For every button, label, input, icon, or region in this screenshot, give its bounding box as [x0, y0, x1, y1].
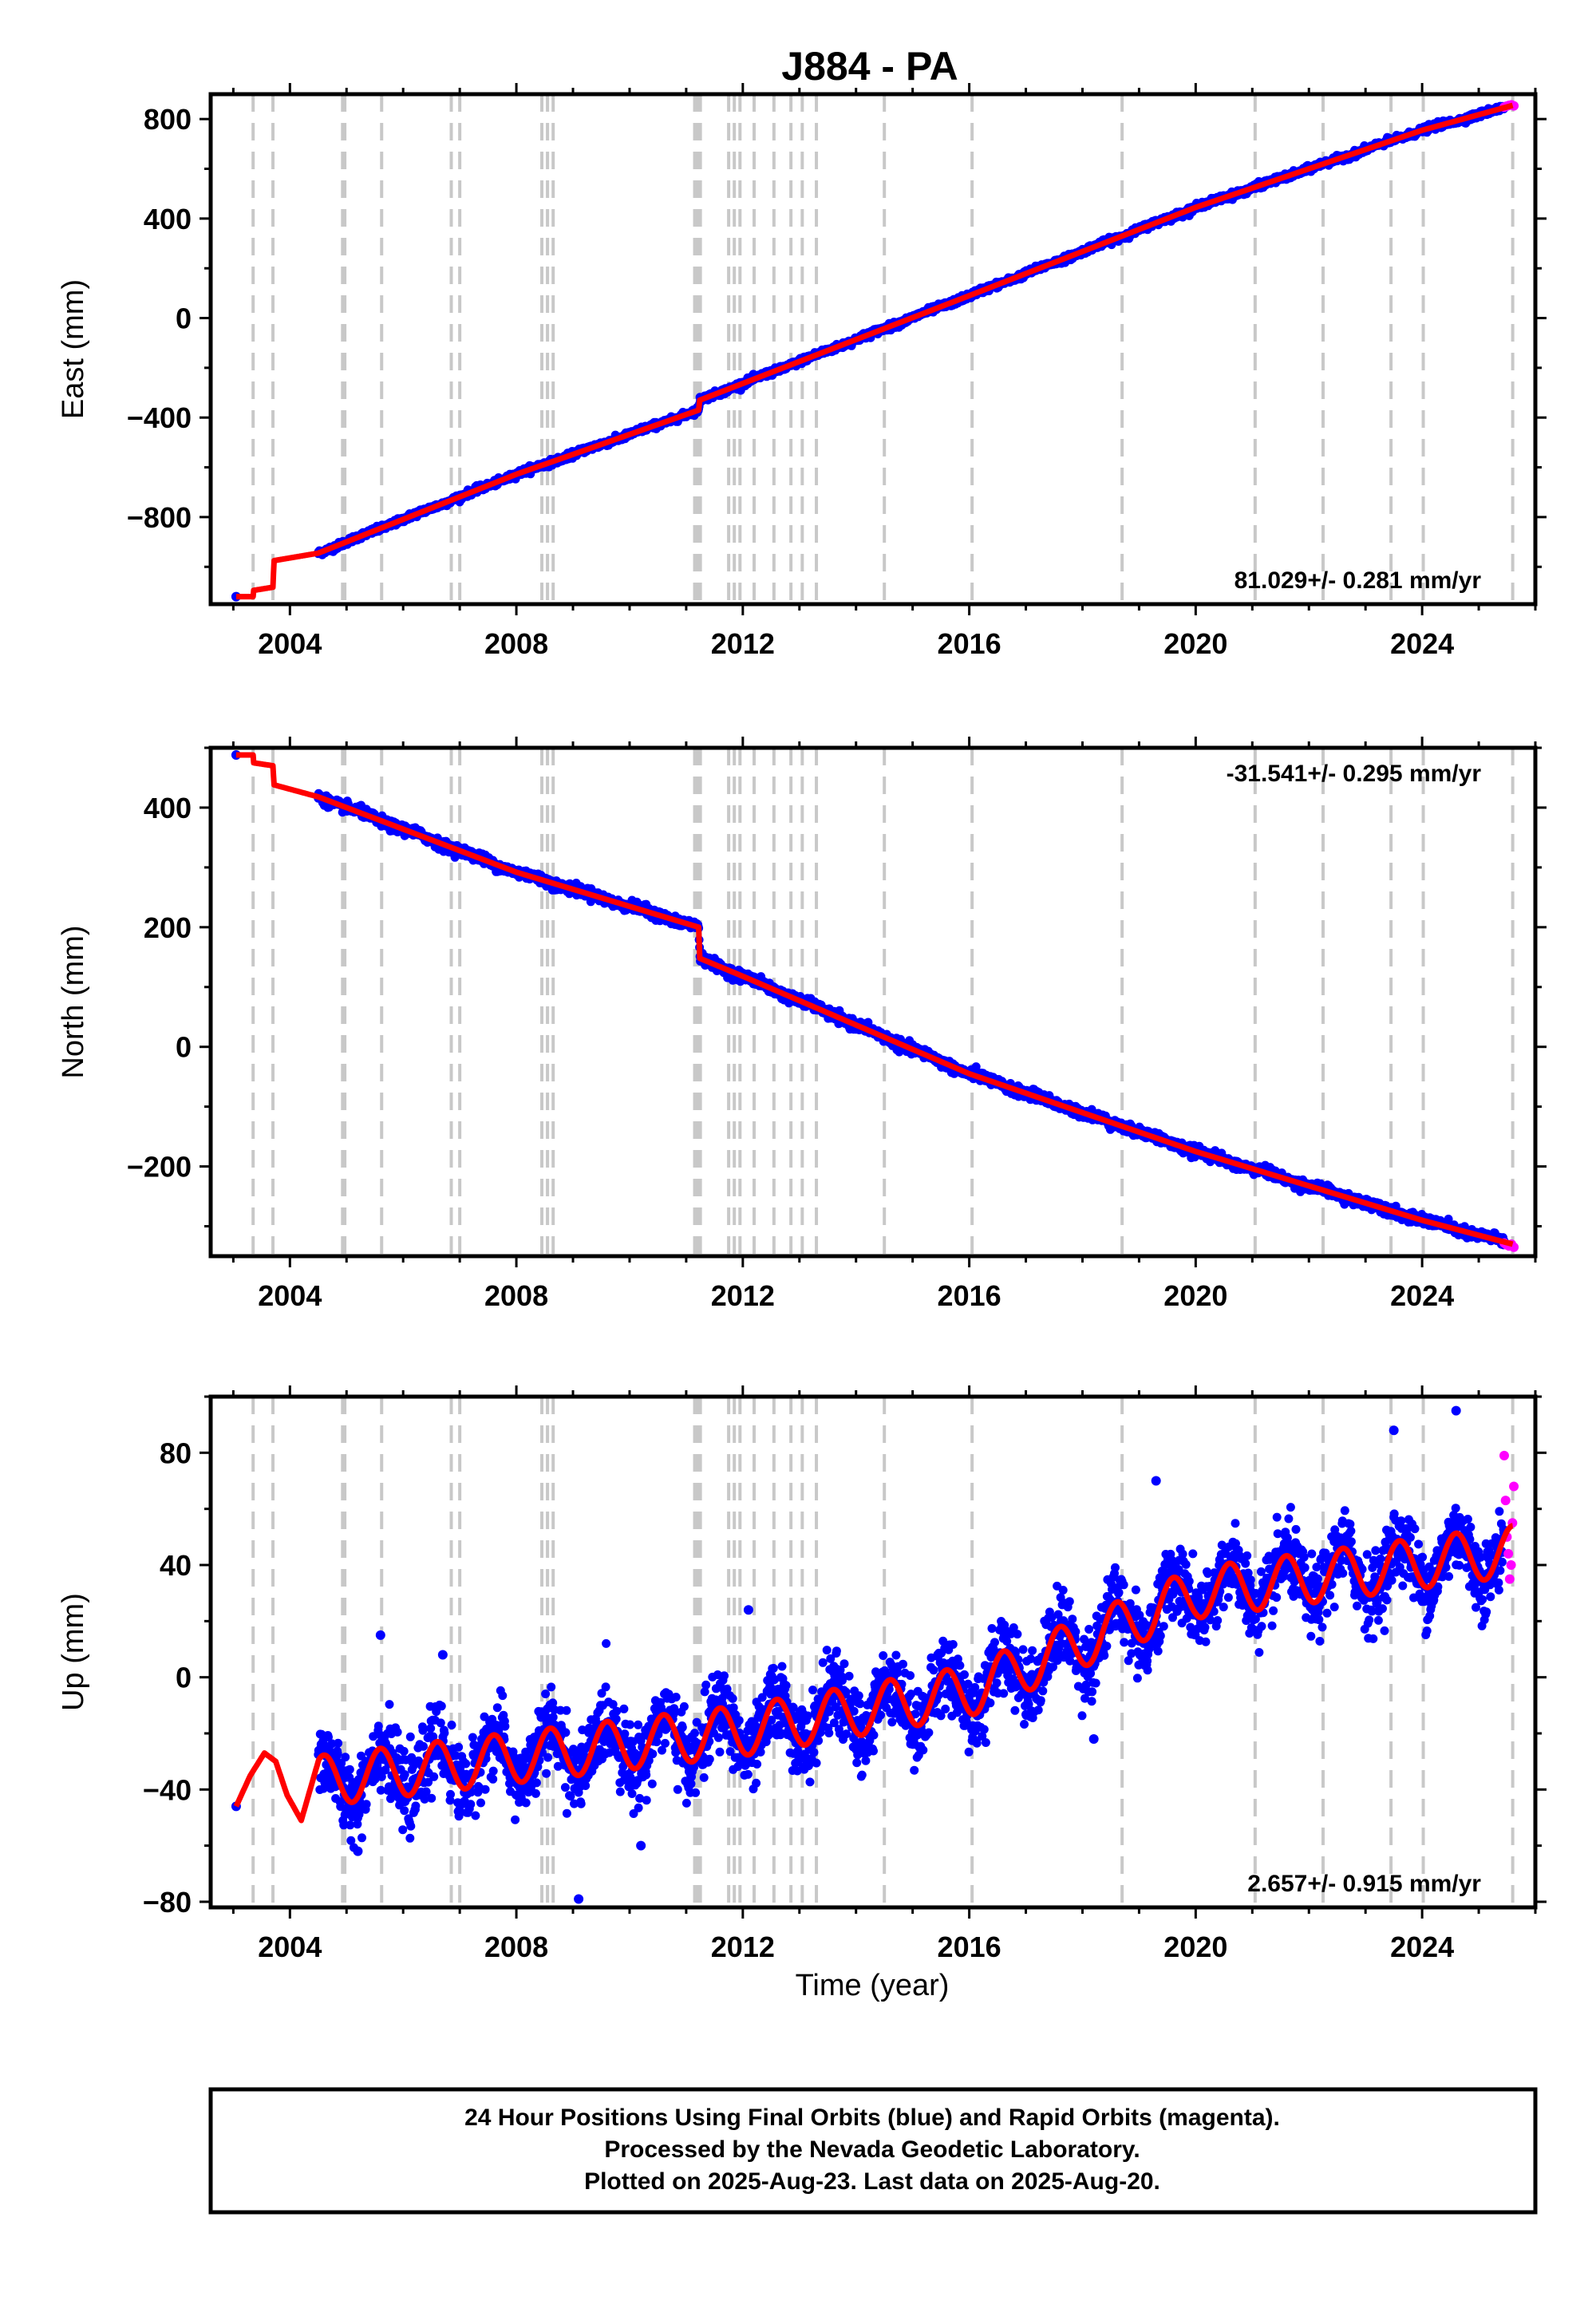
y-axis-label: North (mm) — [57, 925, 90, 1078]
x-tick-label: 2008 — [484, 1279, 548, 1312]
final-orbit-outlier — [574, 1894, 584, 1904]
y-tick-label: 200 — [144, 911, 192, 944]
x-tick-label: 2016 — [938, 1931, 1001, 1963]
final-orbit-points — [314, 101, 1509, 559]
plot-frame — [208, 1394, 1538, 1910]
y-tick-label: 0 — [176, 302, 192, 335]
plot-frame — [208, 745, 1538, 1259]
y-tick-label: −800 — [127, 501, 192, 534]
velocity-label: -31.541+/- 0.295 mm/yr — [1227, 761, 1482, 787]
x-tick-label: 2008 — [484, 1931, 548, 1963]
final-orbit-outlier — [1451, 1405, 1461, 1416]
rapid-orbit-point — [1504, 1574, 1515, 1584]
footer-line-2: Processed by the Nevada Geodetic Laborat… — [604, 2136, 1140, 2163]
x-tick-label: 2012 — [711, 1279, 775, 1312]
x-tick-label: 2024 — [1390, 1931, 1454, 1963]
x-tick-label: 2004 — [258, 1279, 322, 1312]
plot-area — [231, 94, 1519, 604]
rapid-orbit-point — [1509, 1481, 1519, 1492]
y-tick-label: 800 — [144, 103, 192, 136]
final-orbit-outlier — [1088, 1734, 1099, 1745]
final-orbit-outlier — [353, 1846, 363, 1856]
rapid-orbit-point — [1503, 1548, 1514, 1559]
final-orbit-outlier — [1389, 1425, 1399, 1436]
final-orbit-outlier — [437, 1650, 448, 1660]
x-tick-label: 2004 — [258, 627, 322, 660]
model-line — [234, 752, 1515, 1247]
footer-line-3: Plotted on 2025-Aug-23. Last data on 202… — [584, 2168, 1160, 2195]
y-tick-label: 0 — [176, 1031, 192, 1064]
y-tick-label: −200 — [127, 1151, 192, 1184]
x-tick-label: 2012 — [711, 627, 775, 660]
final-orbit-outlier — [636, 1840, 646, 1851]
y-tick-label: 0 — [176, 1662, 192, 1694]
model-line — [233, 1523, 1515, 1824]
x-tick-label: 2004 — [258, 1931, 322, 1963]
y-axis-label: East (mm) — [57, 279, 90, 419]
x-tick-label: 2020 — [1163, 1931, 1227, 1963]
x-tick-label: 2012 — [711, 1931, 775, 1963]
final-orbit-points — [314, 788, 1509, 1250]
velocity-label: 2.657+/- 0.915 mm/yr — [1247, 1871, 1481, 1897]
y-tick-label: −80 — [143, 1886, 192, 1919]
east-panel: 2004 2008 2012 2016 2020 2024 −800 −400 0 400 800 E… — [57, 83, 1547, 660]
final-orbit-outlier — [743, 1605, 753, 1615]
plot-area — [231, 1397, 1519, 1907]
x-tick-label: 2016 — [938, 627, 1001, 660]
x-axis-label: Time (year) — [796, 1969, 950, 2002]
x-tick-label: 2024 — [1390, 1279, 1454, 1312]
y-axis-label: Up (mm) — [57, 1593, 90, 1711]
x-tick-label: 2008 — [484, 627, 548, 660]
up-panel: 2004 2008 2012 2016 2020 2024 −80 −40 0 40 80 Up (m… — [57, 1385, 1547, 1963]
y-tick-label: −400 — [127, 401, 192, 434]
footer-box: 24 Hour Positions Using Final Orbits (bl… — [208, 2087, 1538, 2215]
x-tick-label: 2020 — [1163, 1279, 1227, 1312]
x-tick-label: 2016 — [938, 1279, 1001, 1312]
y-tick-label: 40 — [160, 1549, 192, 1582]
x-tick-label: 2020 — [1163, 627, 1227, 660]
plot-area — [231, 748, 1519, 1256]
final-orbit-outlier — [375, 1630, 385, 1640]
y-tick-label: 400 — [144, 203, 192, 235]
y-tick-label: 400 — [144, 792, 192, 824]
final-orbit-outlier — [1151, 1476, 1161, 1486]
y-tick-label: −40 — [143, 1773, 192, 1806]
plot-frame — [208, 92, 1538, 607]
model-line — [234, 102, 1515, 600]
rapid-orbit-point — [1506, 1559, 1516, 1570]
chart-title: J884 - PA — [781, 44, 958, 89]
y-tick-label: 80 — [160, 1437, 192, 1469]
final-orbit-points — [314, 1503, 1509, 1852]
rapid-orbit-point — [1499, 1450, 1509, 1460]
north-panel: 2004 2008 2012 2016 2020 2024 −200 0 200 400 North… — [57, 737, 1547, 1312]
x-tick-label: 2024 — [1390, 627, 1454, 660]
rapid-orbit-point — [1500, 1496, 1511, 1506]
footer-line-1: 24 Hour Positions Using Final Orbits (bl… — [464, 2105, 1280, 2131]
velocity-label: 81.029+/- 0.281 mm/yr — [1235, 567, 1482, 594]
